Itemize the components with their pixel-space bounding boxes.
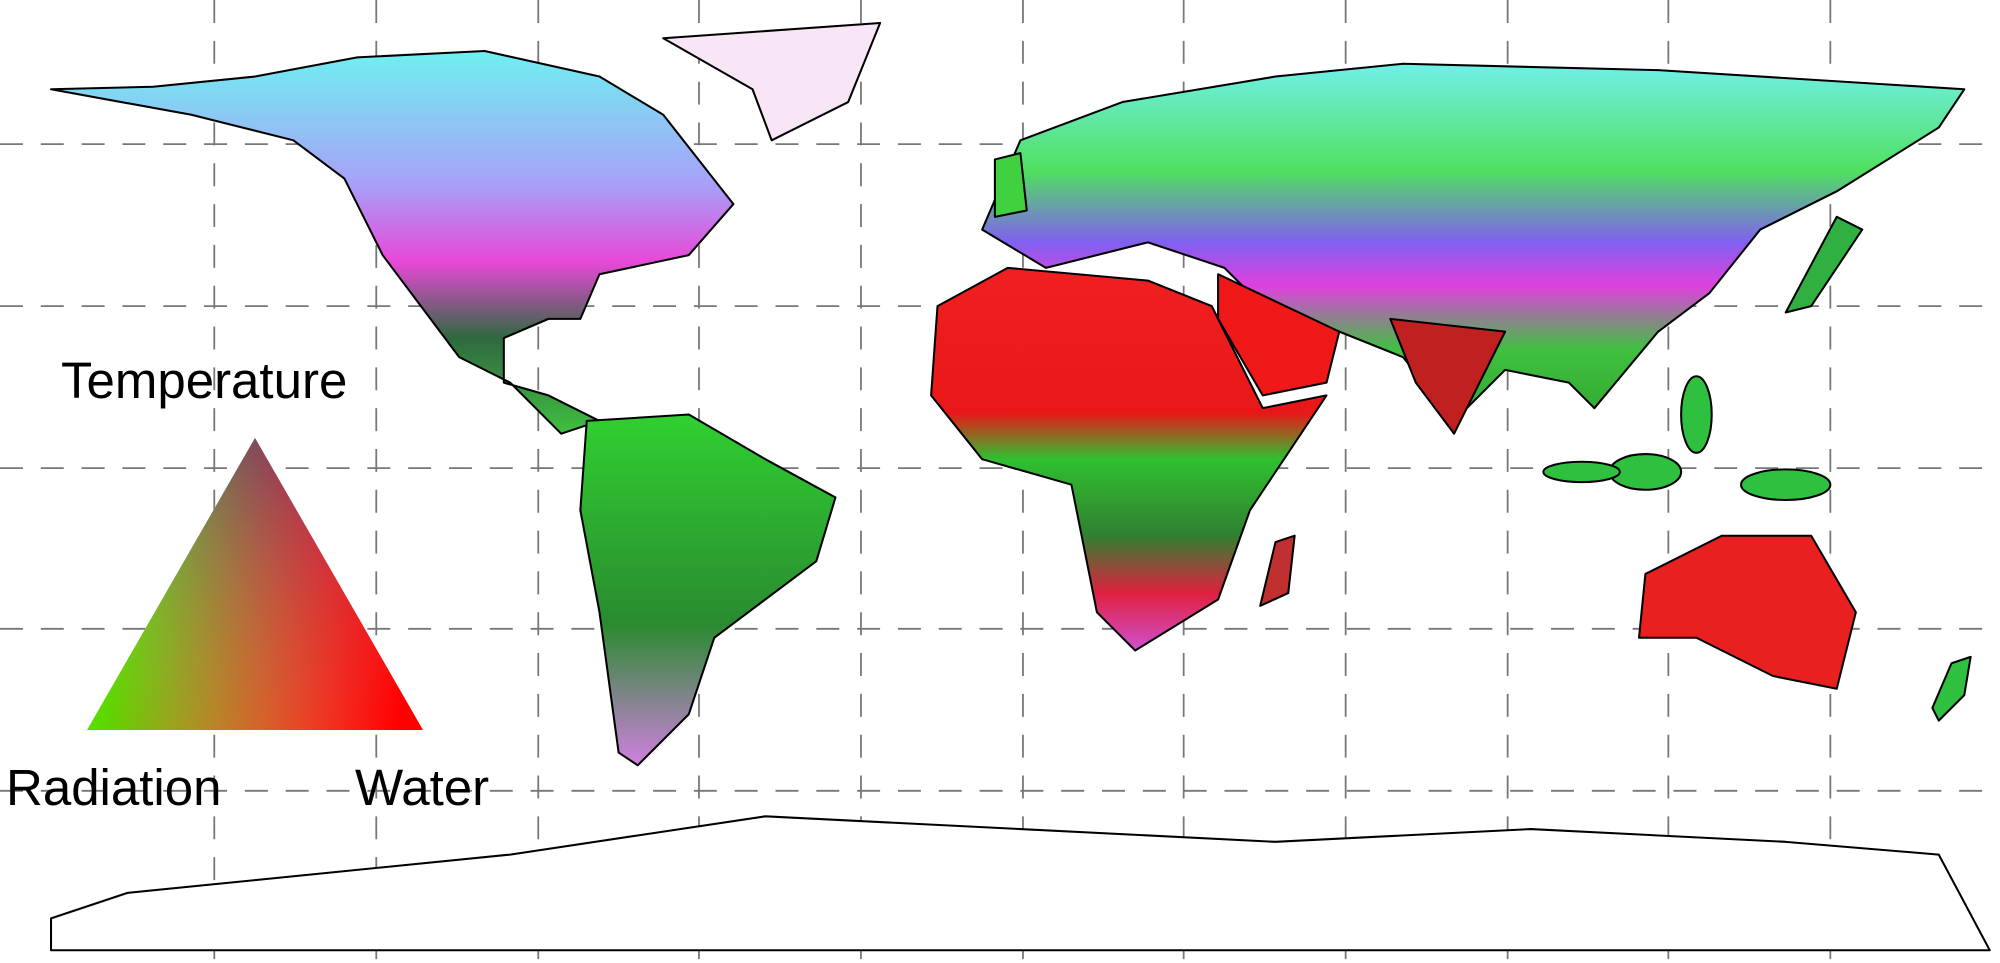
australia: [1637, 534, 1857, 690]
island: [1680, 375, 1713, 454]
south-america: [579, 413, 837, 767]
antarctica: [49, 815, 1991, 952]
greenland: [662, 21, 882, 142]
north-america: [49, 49, 735, 435]
british-isles: [993, 152, 1028, 218]
legend-right-label: Water: [355, 759, 489, 816]
continents: [49, 21, 1991, 952]
africa: [930, 266, 1328, 652]
new-zealand: [1931, 655, 1972, 722]
ternary-legend: Temperature Radiation Water: [6, 352, 489, 816]
legend-left-label: Radiation: [6, 759, 221, 816]
island: [1740, 468, 1832, 502]
island: [1542, 460, 1621, 484]
legend-top-label: Temperature: [61, 352, 347, 409]
madagascar: [1259, 534, 1296, 607]
legend-water-gradient: [87, 438, 423, 730]
japan: [1784, 215, 1864, 314]
arabia: [1217, 273, 1341, 397]
india: [1389, 317, 1507, 435]
